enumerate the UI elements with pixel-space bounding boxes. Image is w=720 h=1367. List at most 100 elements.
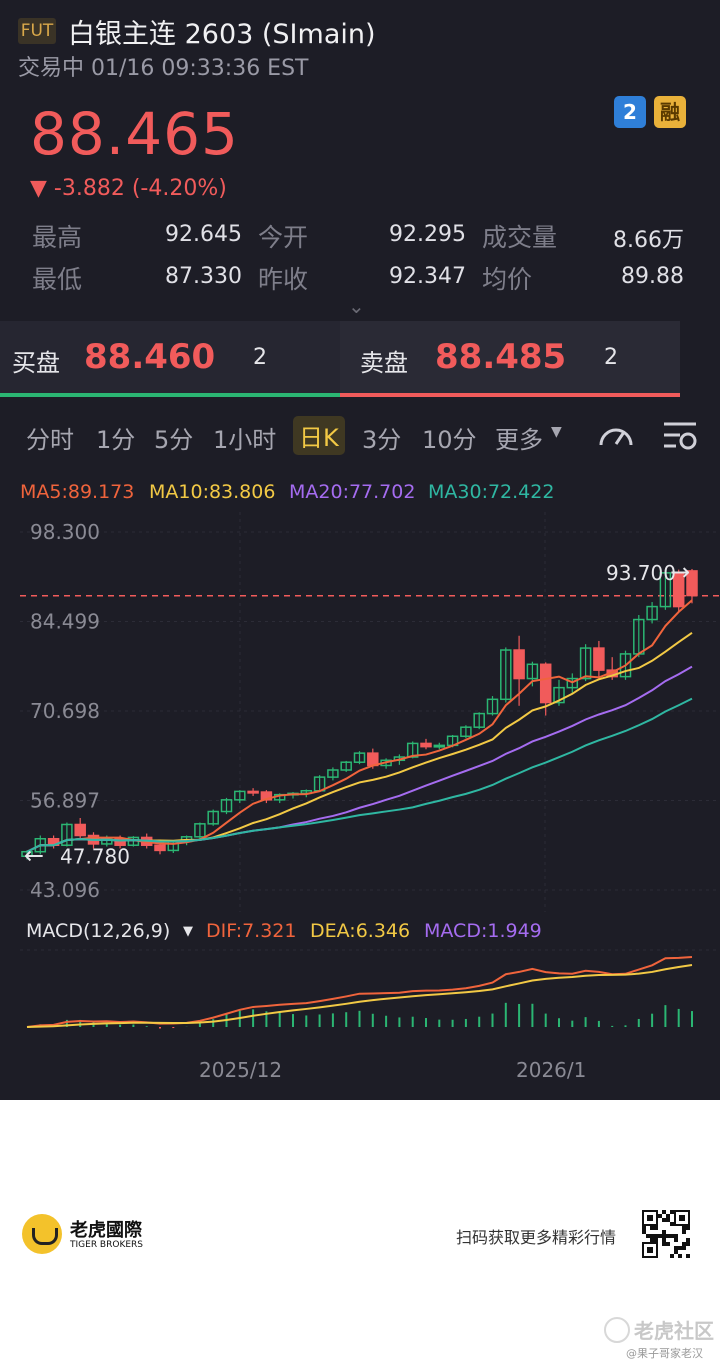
y-tick-label: 70.698: [30, 699, 100, 723]
stat-label-prev-close: 昨收: [258, 265, 309, 294]
stat-label-high: 最高: [32, 223, 83, 252]
tab-daily-k[interactable]: 日K: [293, 416, 345, 455]
candle-body: [513, 649, 525, 680]
stat-value-low: 87.330: [165, 264, 242, 289]
y-tick-label: 84.499: [30, 610, 100, 634]
tab-5min[interactable]: 5分: [154, 426, 194, 454]
low-marker-label: 47.780: [60, 845, 130, 869]
candle-body: [114, 837, 126, 846]
candle-body: [553, 686, 565, 704]
ask-qty: 2: [604, 345, 618, 370]
candle-body: [406, 742, 419, 758]
candle-body: [247, 790, 259, 794]
ma10-label: MA10:83.806: [149, 481, 276, 503]
tab-more[interactable]: 更多: [495, 426, 543, 454]
ma5-label: MA5:89.173: [20, 481, 135, 503]
candle-body: [566, 677, 579, 689]
last-price: 88.465: [30, 100, 239, 168]
stat-value-high: 92.645: [165, 222, 242, 247]
order-book-bar[interactable]: 买盘 88.460 2 卖盘 88.485 2: [0, 321, 680, 397]
bid-label: 买盘: [12, 349, 60, 377]
candle-body: [327, 769, 339, 778]
candle-body: [579, 647, 592, 680]
dea-label: DEA:6.346: [310, 920, 411, 942]
candle-body: [207, 810, 219, 825]
tab-1min[interactable]: 1分: [96, 426, 136, 454]
candle-body: [353, 752, 366, 763]
candle-body: [74, 823, 86, 837]
low-marker-arrow-icon: ←: [24, 842, 44, 870]
candle-body: [367, 752, 379, 767]
qr-code-icon[interactable]: [642, 1210, 690, 1258]
app-screen: FUT 白银主连 2603 (SImain) 交易中 01/16 09:33:3…: [0, 0, 720, 1100]
macd-caret-down-icon: ▼: [183, 924, 193, 939]
bid-strength-bar: [0, 393, 340, 397]
ask-price: 88.485: [435, 337, 567, 377]
y-tick-label: 98.300: [30, 520, 100, 544]
macd-chart[interactable]: [0, 945, 720, 1045]
candle-body: [101, 837, 113, 845]
ma20-label: MA20:77.702: [289, 481, 416, 503]
chevron-down-icon[interactable]: ⌄: [348, 294, 365, 318]
bid-price: 88.460: [84, 337, 216, 377]
candle-body: [194, 823, 206, 838]
candle-body: [486, 698, 499, 715]
bid-panel[interactable]: [0, 321, 340, 397]
watermark-text: 老虎社区: [634, 1319, 714, 1343]
candle-body: [659, 572, 672, 608]
x-tick-2026-1: 2026/1: [516, 1058, 587, 1082]
macd-value-label: MACD:1.949: [424, 920, 542, 942]
candle-body: [340, 761, 352, 771]
dif-label: DIF:7.321: [206, 920, 297, 942]
ask-strength-bar: [340, 393, 680, 397]
chart-settings-icon[interactable]: [662, 420, 698, 452]
macd-label[interactable]: MACD(12,26,9): [26, 920, 171, 942]
ma30-label: MA30:72.422: [428, 481, 555, 503]
stat-value-volume: 8.66万: [613, 228, 684, 253]
y-tick-label: 56.897: [30, 789, 100, 813]
high-marker-arrow-icon: →: [670, 558, 690, 586]
kline-chart[interactable]: 98.300 84.499 70.698 56.897 43.096 93.700→ ← 47…: [0, 512, 720, 912]
candle-body: [433, 744, 446, 748]
tab-timeshare[interactable]: 分时: [26, 426, 74, 454]
stat-value-open: 92.295: [389, 222, 466, 247]
high-marker-label: 93.700: [606, 561, 676, 585]
lightning-icon[interactable]: 2: [614, 96, 646, 128]
candle-body: [154, 844, 166, 852]
margin-icon[interactable]: 融: [654, 96, 686, 128]
stat-value-avg: 89.88: [621, 264, 684, 289]
instrument-title[interactable]: 白银主连 2603 (SImain): [68, 19, 376, 50]
tab-3min[interactable]: 3分: [362, 426, 402, 454]
y-tick-label: 43.096: [30, 878, 100, 902]
candle-body: [646, 605, 658, 621]
stat-label-low: 最低: [32, 265, 83, 294]
candle-body: [234, 790, 246, 801]
stat-label-avg: 均价: [482, 265, 533, 294]
candle-body: [420, 742, 432, 748]
watermark-user: @果子哥家老汉: [626, 1347, 703, 1360]
trading-status: 交易中 01/16 09:33:36 EST: [18, 56, 309, 81]
candle-body: [526, 663, 539, 680]
candle-body: [619, 653, 632, 678]
lightning-badge-label: 2: [623, 100, 637, 124]
stat-value-prev-close: 92.347: [389, 264, 466, 289]
ma5-line: [26, 599, 693, 853]
x-tick-2025-12: 2025/12: [199, 1058, 283, 1082]
ask-label: 卖盘: [360, 349, 408, 377]
fut-badge: FUT: [18, 18, 56, 44]
caret-down-icon: ▼: [551, 424, 562, 440]
tab-10min[interactable]: 10分: [422, 426, 477, 454]
watermark-icon: [604, 1317, 630, 1343]
candle-body: [593, 647, 605, 671]
dea-line: [26, 963, 693, 1028]
candle-body: [539, 663, 552, 704]
candle-body: [61, 823, 73, 846]
gauge-icon[interactable]: [596, 418, 636, 452]
scan-prompt: 扫码获取更多精彩行情: [456, 1228, 617, 1247]
brand-name-en: TIGER BROKERS: [70, 1240, 143, 1250]
bid-qty: 2: [253, 345, 267, 370]
margin-badge-label: 融: [660, 100, 680, 124]
candle-body: [686, 570, 698, 597]
ma30-line: [26, 697, 693, 853]
tab-1hour[interactable]: 1小时: [213, 426, 277, 454]
